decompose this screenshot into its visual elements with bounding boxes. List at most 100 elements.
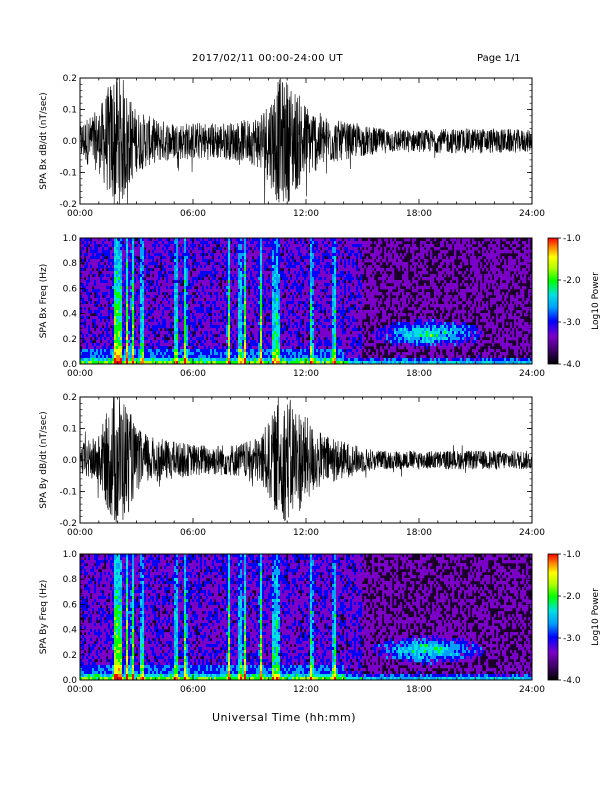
spectrogram-cell — [152, 325, 155, 329]
spectrogram-cell — [260, 301, 263, 305]
spectrogram-cell — [288, 346, 291, 350]
spectrogram-cell — [302, 238, 305, 242]
spectrogram-cell — [126, 280, 129, 284]
spectrogram-cell — [172, 325, 175, 329]
spectrogram-cell — [124, 361, 127, 365]
spectrogram-cell — [316, 265, 319, 269]
spectrogram-cell — [106, 244, 109, 248]
spectrogram-cell — [82, 310, 85, 314]
spectrogram-cell — [294, 340, 297, 344]
spectrogram-cell — [188, 340, 191, 344]
spectrogram-cell — [216, 322, 219, 326]
spectrogram-cell — [122, 295, 125, 299]
spectrogram-cell — [106, 250, 109, 254]
spectrogram-cell — [126, 346, 129, 350]
spectrogram-cell — [212, 349, 215, 353]
spectrogram-cell — [114, 340, 117, 344]
spectrogram-cell — [146, 280, 149, 284]
spectrogram-cell — [108, 319, 111, 323]
spectrogram-cell — [238, 319, 241, 323]
spectrogram-cell — [180, 331, 183, 335]
spectrogram-cell — [258, 361, 261, 365]
spectrogram-cell — [154, 253, 157, 257]
spectrogram-cell — [158, 331, 161, 335]
spectrogram-cell — [200, 304, 203, 308]
spectrogram-cell — [282, 238, 285, 242]
spectrogram-cell — [88, 325, 91, 329]
spectrogram-cell — [316, 337, 319, 341]
spectrogram-cell — [148, 238, 151, 242]
spectrogram-cell — [146, 307, 149, 311]
spectrogram-cell — [238, 322, 241, 326]
spectrogram-cell — [184, 310, 187, 314]
spectrogram-cell — [210, 361, 213, 365]
spectrogram-cell — [118, 352, 121, 356]
spectrogram-cell — [84, 262, 87, 266]
spectrogram-cell — [256, 310, 259, 314]
spectrogram-cell — [264, 244, 267, 248]
spectrogram-cell — [90, 325, 93, 329]
spectrogram-cell — [294, 253, 297, 257]
spectrogram-cell — [138, 265, 141, 269]
spectrogram-cell — [328, 259, 331, 263]
spectrogram-cell — [180, 274, 183, 278]
spectrogram-cell — [136, 307, 139, 311]
spectrogram-cell — [222, 247, 225, 251]
spectrogram-cell — [314, 358, 317, 362]
spectrogram-cell — [286, 280, 289, 284]
spectrogram-cell — [262, 274, 265, 278]
spectrogram-cell — [218, 319, 221, 323]
spectrogram-cell — [196, 292, 199, 296]
spectrogram-cell — [328, 292, 331, 296]
spectrogram-cell — [266, 352, 269, 356]
spectrogram-cell — [218, 253, 221, 257]
spectrogram-cell — [86, 343, 89, 347]
spectrogram-cell — [292, 292, 295, 296]
spectrogram-cell — [232, 340, 235, 344]
spectrogram-cell — [118, 316, 121, 320]
spectrogram-cell — [322, 292, 325, 296]
spectrogram-cell — [310, 283, 313, 287]
spectrogram-cell — [260, 334, 263, 338]
spectrogram-cell — [246, 250, 249, 254]
spectrogram-cell — [298, 310, 301, 314]
spectrogram-cell — [256, 292, 259, 296]
spectrogram-cell — [194, 343, 197, 347]
spectrogram-cell — [326, 298, 329, 302]
spectrogram-cell — [138, 337, 141, 341]
spectrogram-cell — [132, 322, 135, 326]
spectrogram-cell — [278, 361, 281, 365]
spectrogram-cell — [102, 334, 105, 338]
spectrogram-cell — [198, 301, 201, 305]
spectrogram-cell — [238, 250, 241, 254]
spectrogram-cell — [144, 250, 147, 254]
spectrogram-cell — [156, 241, 159, 245]
spectrogram-cell — [138, 361, 141, 365]
spectrogram-cell — [238, 295, 241, 299]
spectrogram-cell — [188, 295, 191, 299]
spectrogram-cell — [252, 241, 255, 245]
spectrogram-cell — [298, 337, 301, 341]
spectrogram-cell — [238, 307, 241, 311]
spectrogram-cell — [164, 346, 167, 350]
spectrogram-cell — [180, 313, 183, 317]
spectrogram-cell — [240, 325, 243, 329]
spectrogram-cell — [150, 307, 153, 311]
spectrogram-cell — [238, 241, 241, 245]
spectrogram-cell — [100, 328, 103, 332]
spectrogram-cell — [330, 241, 333, 245]
spectrogram-cell — [84, 331, 87, 335]
spectrogram-cell — [172, 352, 175, 356]
spectrogram-cell — [326, 262, 329, 266]
spectrogram-cell — [268, 241, 271, 245]
spectrogram-cell — [112, 247, 115, 251]
spectrogram-cell — [286, 253, 289, 257]
spectrogram-cell — [296, 325, 299, 329]
spectrogram-cell — [296, 268, 299, 272]
spectrogram-cell — [316, 247, 319, 251]
spectrogram-cell — [132, 283, 135, 287]
spectrogram-cell — [122, 253, 125, 257]
spectrogram-cell — [216, 358, 219, 362]
spectrogram-cell — [116, 277, 119, 281]
spectrogram-cell — [182, 277, 185, 281]
